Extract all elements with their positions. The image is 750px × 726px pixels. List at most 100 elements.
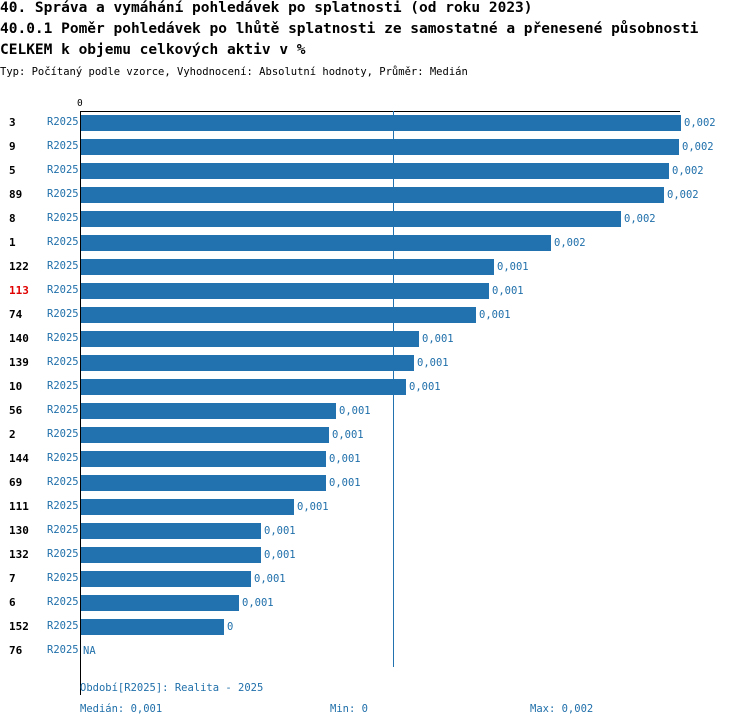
category-label: 76	[9, 644, 23, 657]
period-label: R2025	[47, 212, 79, 224]
bar	[81, 355, 414, 371]
bar-value-label: 0,002	[624, 213, 656, 225]
bar-value-label: 0,002	[667, 189, 699, 201]
category-label: 8	[9, 212, 16, 225]
period-label: R2025	[47, 260, 79, 272]
period-label: R2025	[47, 332, 79, 344]
category-label: 130	[9, 524, 29, 537]
bar	[81, 259, 494, 275]
category-label: 89	[9, 188, 23, 201]
bar	[81, 403, 336, 419]
bar-value-label: 0,002	[554, 237, 586, 249]
bar	[81, 307, 476, 323]
period-label: R2025	[47, 284, 79, 296]
bar	[81, 547, 261, 563]
period-label: R2025	[47, 548, 79, 560]
period-label: R2025	[47, 620, 79, 632]
period-label: R2025	[47, 356, 79, 368]
bar	[81, 139, 679, 155]
period-label: R2025	[47, 380, 79, 392]
category-label: 5	[9, 164, 16, 177]
bar	[81, 283, 489, 299]
bar	[81, 211, 621, 227]
category-label: 113	[9, 284, 29, 297]
bar-value-label: 0,001	[497, 261, 529, 273]
bar	[81, 235, 551, 251]
bar-value-label: 0	[227, 621, 234, 633]
period-label: R2025	[47, 500, 79, 512]
bar	[81, 475, 326, 491]
period-label: R2025	[47, 164, 79, 176]
bar-value-label: 0,001	[479, 309, 511, 321]
period-label: R2025	[47, 236, 79, 248]
category-label: 74	[9, 308, 23, 321]
footer-period-note: Období[R2025]: Realita - 2025	[80, 682, 264, 694]
bar-value-label: 0,001	[329, 477, 361, 489]
period-label: R2025	[47, 188, 79, 200]
category-label: 69	[9, 476, 23, 489]
axis-zero-tick-label: 0	[77, 98, 83, 109]
chart-subtitle: Typ: Počítaný podle vzorce, Vyhodnocení:…	[0, 66, 468, 78]
top-axis-line	[80, 111, 680, 112]
bar-value-label: 0,001	[264, 525, 296, 537]
chart-title-line1: 40. Správa a vymáhání pohledávek po spla…	[0, 0, 533, 16]
bar-value-label: 0,001	[329, 453, 361, 465]
period-label: R2025	[47, 140, 79, 152]
category-label: 139	[9, 356, 29, 369]
period-label: R2025	[47, 404, 79, 416]
bar-value-label: NA	[83, 645, 96, 657]
category-label: 140	[9, 332, 29, 345]
footer-median: Medián: 0,001	[80, 703, 163, 715]
category-label: 2	[9, 428, 16, 441]
bar	[81, 523, 261, 539]
period-label: R2025	[47, 452, 79, 464]
bar	[81, 571, 251, 587]
bar-value-label: 0,002	[684, 117, 716, 129]
category-label: 6	[9, 596, 16, 609]
bar-value-label: 0,001	[417, 357, 449, 369]
bar-value-label: 0,001	[264, 549, 296, 561]
bar	[81, 451, 326, 467]
category-label: 7	[9, 572, 16, 585]
category-label: 122	[9, 260, 29, 273]
chart-title-line3: CELKEM k objemu celkových aktiv v %	[0, 42, 306, 58]
bar-value-label: 0,001	[409, 381, 441, 393]
category-label: 56	[9, 404, 23, 417]
period-label: R2025	[47, 308, 79, 320]
bar	[81, 595, 239, 611]
period-label: R2025	[47, 644, 79, 656]
period-label: R2025	[47, 428, 79, 440]
category-label: 111	[9, 500, 29, 513]
bar-value-label: 0,001	[492, 285, 524, 297]
category-axis-line	[80, 111, 81, 695]
period-label: R2025	[47, 572, 79, 584]
category-label: 144	[9, 452, 29, 465]
category-label: 1	[9, 236, 16, 249]
category-label: 10	[9, 380, 23, 393]
bar-value-label: 0,001	[332, 429, 364, 441]
period-label: R2025	[47, 524, 79, 536]
period-label: R2025	[47, 116, 79, 128]
bar-value-label: 0,001	[422, 333, 454, 345]
bar	[81, 163, 669, 179]
period-label: R2025	[47, 476, 79, 488]
bar	[81, 115, 681, 131]
period-label: R2025	[47, 596, 79, 608]
bar-value-label: 0,001	[242, 597, 274, 609]
category-label: 9	[9, 140, 16, 153]
bar	[81, 427, 329, 443]
footer-min: Min: 0	[330, 703, 368, 715]
bar-value-label: 0,002	[672, 165, 704, 177]
footer-max: Max: 0,002	[530, 703, 594, 715]
chart-title-line2: 40.0.1 Poměr pohledávek po lhůtě splatno…	[0, 21, 699, 37]
bar	[81, 187, 664, 203]
bar-value-label: 0,002	[682, 141, 714, 153]
bar-value-label: 0,001	[254, 573, 286, 585]
bar	[81, 619, 224, 635]
category-label: 3	[9, 116, 16, 129]
bar-value-label: 0,001	[297, 501, 329, 513]
category-label: 132	[9, 548, 29, 561]
bar-value-label: 0,001	[339, 405, 371, 417]
bar	[81, 379, 406, 395]
